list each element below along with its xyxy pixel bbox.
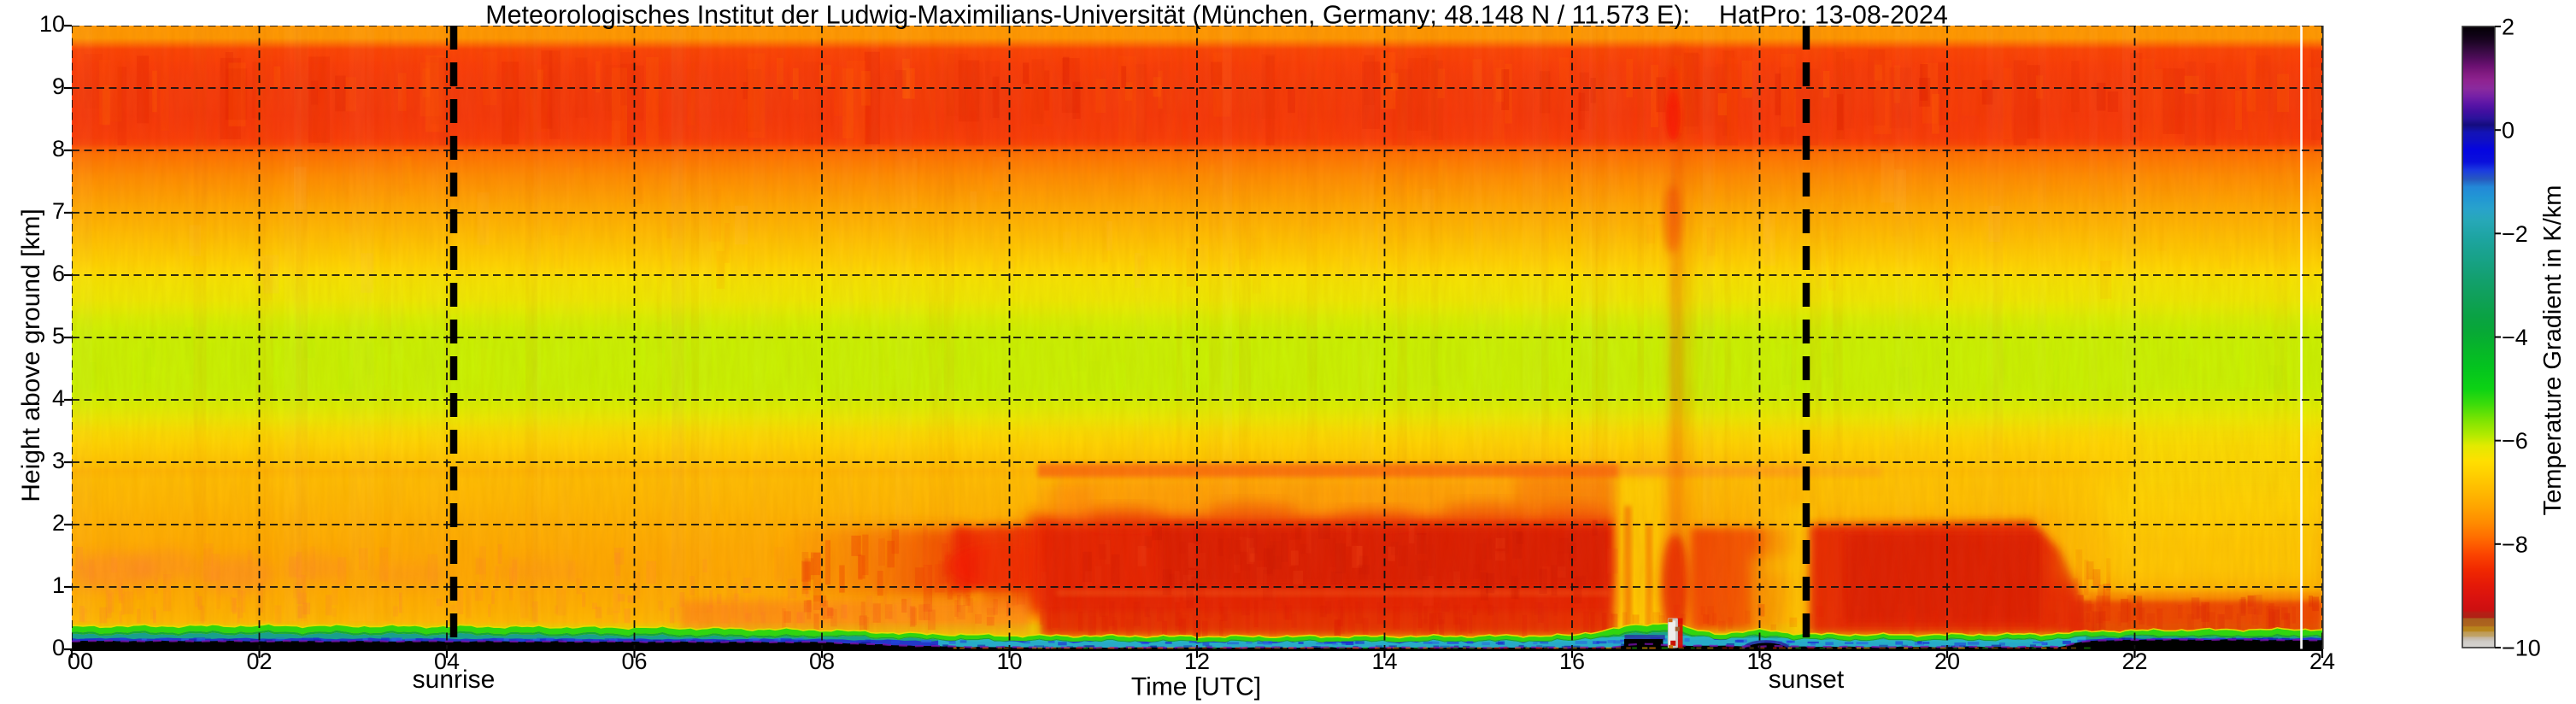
svg-text:Height above ground [km]: Height above ground [km] <box>17 208 45 502</box>
svg-text:6: 6 <box>52 261 65 286</box>
svg-text:3: 3 <box>52 448 65 473</box>
svg-text:0: 0 <box>52 635 65 660</box>
svg-text:−4: −4 <box>2502 325 2528 350</box>
svg-text:−8: −8 <box>2502 531 2528 557</box>
svg-text:7: 7 <box>52 198 65 224</box>
svg-text:10: 10 <box>996 648 1022 674</box>
svg-text:sunrise: sunrise <box>413 666 496 694</box>
svg-text:22: 22 <box>2121 648 2147 674</box>
svg-text:2: 2 <box>52 510 65 536</box>
svg-text:−10: −10 <box>2502 636 2541 661</box>
svg-text:24: 24 <box>2309 648 2335 674</box>
svg-text:−6: −6 <box>2502 428 2528 454</box>
svg-text:06: 06 <box>621 648 647 674</box>
svg-text:08: 08 <box>809 648 835 674</box>
svg-text:4: 4 <box>52 385 65 411</box>
svg-text:−2: −2 <box>2502 221 2528 247</box>
svg-text:0: 0 <box>2502 118 2514 144</box>
svg-text:02: 02 <box>246 648 272 674</box>
svg-text:2: 2 <box>2502 15 2514 40</box>
svg-text:sunset: sunset <box>1769 666 1845 694</box>
svg-text:Meteorologisches Institut der: Meteorologisches Institut der Ludwig-Max… <box>485 1 1948 30</box>
svg-text:9: 9 <box>52 73 65 99</box>
svg-text:1: 1 <box>52 572 65 598</box>
svg-text:5: 5 <box>52 323 65 349</box>
svg-text:12: 12 <box>1184 648 1210 674</box>
svg-text:10: 10 <box>39 11 65 37</box>
svg-text:8: 8 <box>52 136 65 161</box>
svg-text:14: 14 <box>1371 648 1397 674</box>
svg-text:16: 16 <box>1559 648 1585 674</box>
svg-text:Temperature Gradient in K/km: Temperature Gradient in K/km <box>2539 185 2567 516</box>
svg-text:20: 20 <box>1934 648 1960 674</box>
svg-text:04: 04 <box>434 648 460 674</box>
svg-text:00: 00 <box>67 648 93 674</box>
svg-text:18: 18 <box>1746 648 1772 674</box>
svg-text:Time [UTC]: Time [UTC] <box>1131 673 1261 701</box>
